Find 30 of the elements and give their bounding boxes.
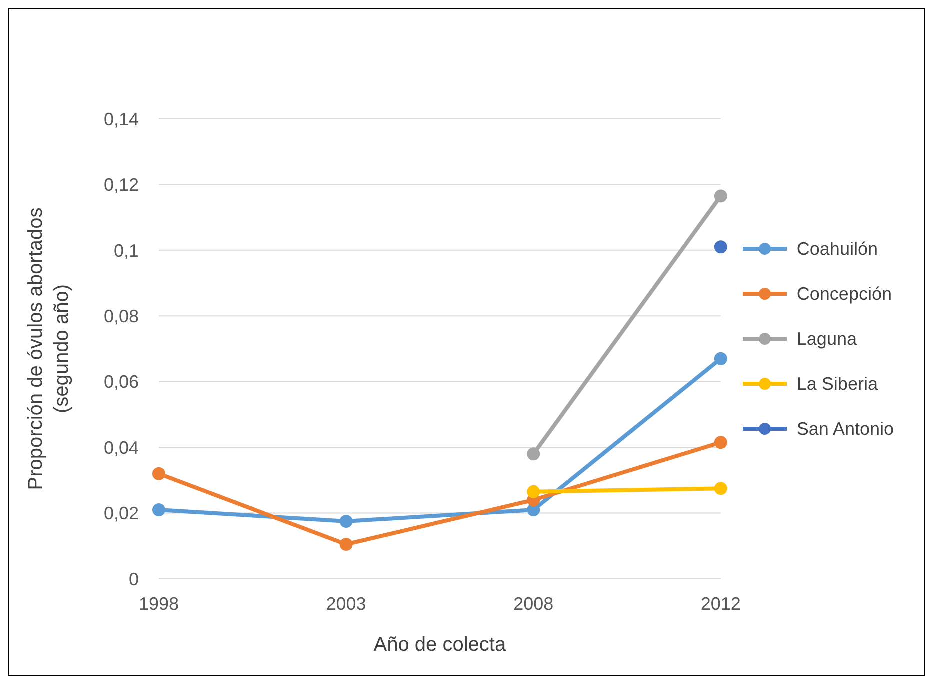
point — [152, 504, 166, 516]
point — [152, 467, 166, 480]
y-tick-label: 0,08 — [104, 306, 139, 327]
y-tick-label: 0,04 — [104, 438, 139, 458]
legend-label: Coahuilón — [796, 238, 878, 260]
legend-label: La Siberia — [796, 374, 878, 394]
point — [527, 485, 540, 498]
y-tick-label: 0,06 — [104, 372, 139, 392]
x-axis-title: Año de colecta — [374, 634, 507, 656]
legend-label: San Antonio — [796, 418, 894, 440]
y-tick-label: 0,02 — [104, 504, 139, 524]
legend-label: Laguna — [796, 328, 857, 350]
legend-label: Concepción — [796, 284, 892, 304]
y-tick-label: 0,1 — [114, 240, 139, 261]
point — [527, 448, 540, 461]
x-tick-label: 2003 — [326, 594, 366, 614]
y-tick-label: 0 — [128, 569, 139, 590]
point — [714, 352, 728, 366]
point — [714, 190, 728, 203]
point — [714, 482, 728, 496]
point — [714, 240, 728, 254]
x-tick-label: 2012 — [700, 594, 741, 614]
x-tick-label: 1998 — [138, 594, 180, 614]
point — [714, 436, 728, 450]
point — [340, 515, 353, 528]
y-tick-label: 0,14 — [104, 109, 139, 130]
y-tick-label: 0,12 — [104, 175, 139, 196]
point — [340, 538, 353, 551]
x-tick-label: 2008 — [514, 594, 554, 614]
y-axis-title: Proporción de óvulos abortados (segundo año) — [25, 208, 73, 490]
